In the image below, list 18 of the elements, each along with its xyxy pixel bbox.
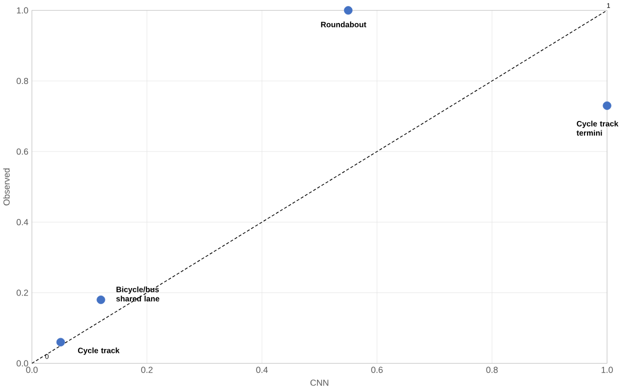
y-tick-label: 1.0 (16, 7, 28, 14)
x-tick-label: 0.2 (141, 366, 153, 373)
y-tick-label: 0.0 (16, 360, 28, 366)
point (344, 6, 353, 15)
y-tick-label: 0.8 (16, 78, 28, 84)
point (602, 101, 612, 110)
y-tick-label: 0.2 (16, 290, 28, 296)
x-tick-label: 1.0 (602, 366, 613, 373)
x-tick-label: 0.8 (486, 366, 498, 373)
y-axis-title: Observed (3, 168, 10, 206)
x-tick-label: 0.6 (371, 366, 383, 373)
x-tick-label: 0.0 (26, 366, 38, 373)
point (56, 338, 65, 346)
y-tick-label: 0.6 (16, 148, 28, 155)
x-axis-title: CNN (310, 380, 328, 386)
point (96, 296, 106, 304)
y-tick-label: 0.4 (16, 219, 28, 226)
x-tick-label: 0.4 (256, 366, 268, 373)
